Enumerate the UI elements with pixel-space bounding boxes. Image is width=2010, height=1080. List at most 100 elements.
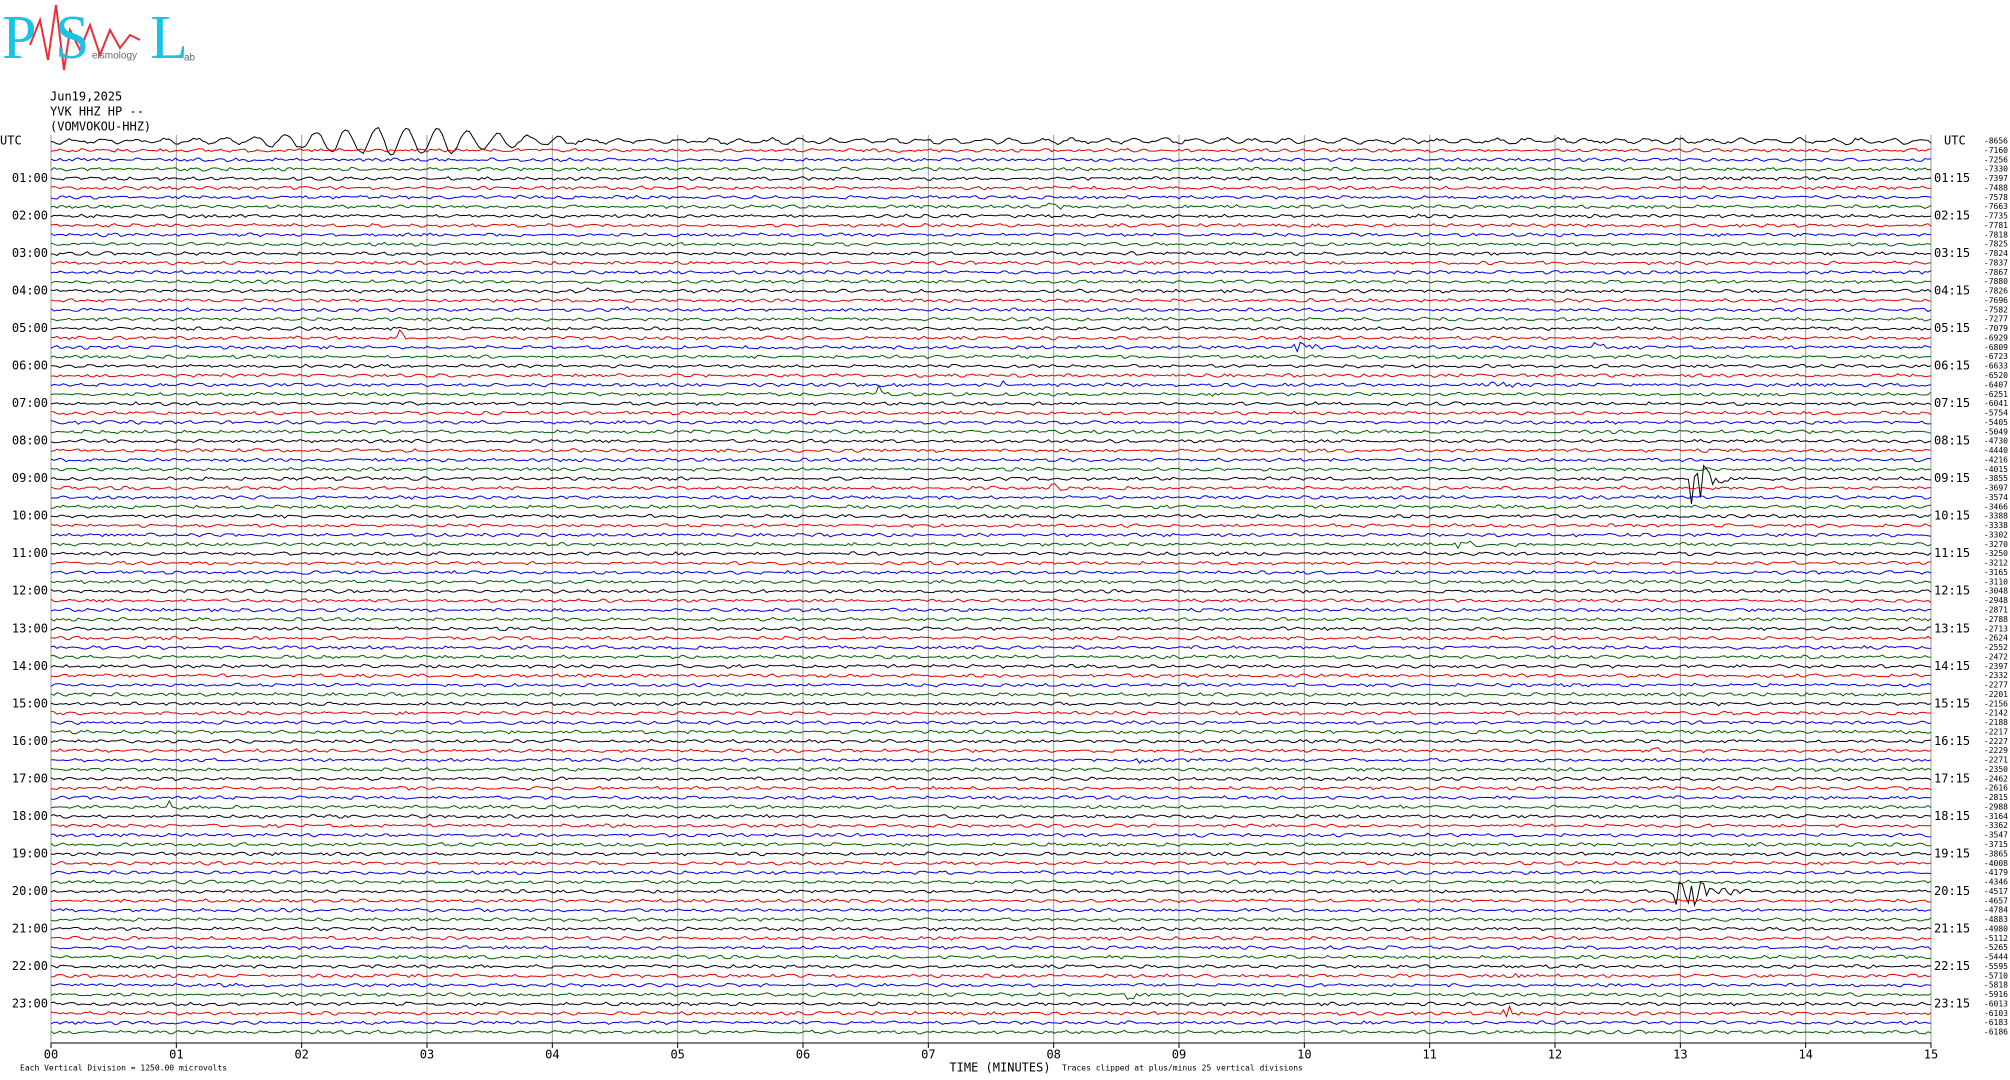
trace (50, 1004, 1932, 1018)
x-tick-label: 02 (294, 1048, 308, 1062)
row-offset: -6723 (1984, 352, 2008, 361)
trace (50, 870, 1932, 876)
trace (50, 626, 1932, 632)
row-offset: -7582 (1984, 305, 2008, 314)
trace (50, 813, 1932, 819)
row-offset: -2142 (1984, 709, 2008, 718)
trace (50, 297, 1932, 303)
left-hour-label: 14:00 (12, 659, 48, 673)
left-hour-label: 20:00 (12, 884, 48, 898)
trace (50, 691, 1932, 697)
trace (51, 363, 1932, 369)
logo-text: eismology (92, 51, 137, 62)
trace (50, 523, 1932, 528)
row-offset: -2624 (1984, 634, 2008, 643)
trace (50, 823, 1932, 829)
row-offset: -7397 (1984, 174, 2008, 183)
trace (50, 842, 1932, 848)
trace (50, 673, 1932, 679)
right-hour-label: 08:15 (1934, 434, 1970, 448)
right-hour-label: 23:15 (1934, 996, 1970, 1010)
row-offset: -4216 (1984, 455, 2008, 464)
row-offset: -3338 (1984, 521, 2008, 530)
row-offset: -2871 (1984, 606, 2008, 615)
trace (50, 316, 1932, 322)
trace (50, 757, 1932, 764)
trace (50, 279, 1932, 285)
left-hour-label: 04:00 (12, 284, 48, 298)
row-offset: -2350 (1984, 765, 2008, 774)
x-tick-label: 07 (921, 1048, 935, 1062)
trace (50, 635, 1932, 641)
trace (50, 881, 1932, 908)
row-offset: -3855 (1984, 474, 2008, 483)
trace (50, 616, 1932, 622)
row-offset: -3164 (1984, 812, 2008, 821)
left-hour-label: 09:00 (12, 471, 48, 485)
row-offset: -7837 (1984, 258, 2008, 267)
row-offset: -7578 (1984, 193, 2008, 202)
row-offset: -3250 (1984, 549, 2008, 558)
row-offset: -6929 (1984, 333, 2008, 342)
x-tick-label: 06 (796, 1048, 810, 1062)
row-offset: -3865 (1984, 849, 2008, 858)
row-offset: -6103 (1984, 1009, 2008, 1018)
trace (50, 607, 1932, 613)
trace (50, 720, 1932, 725)
logo-text: ab (184, 53, 196, 64)
trace (50, 384, 1932, 398)
trace (50, 682, 1932, 688)
row-offset: -7663 (1984, 202, 2008, 211)
x-tick-label: 01 (169, 1048, 183, 1062)
trace (50, 907, 1932, 913)
trace (50, 148, 1932, 153)
trace (50, 992, 1932, 1001)
row-offset: -2397 (1984, 662, 2008, 671)
row-offset: -6633 (1984, 362, 2008, 371)
right-hour-label: 02:15 (1934, 209, 1970, 223)
right-hour-label: 07:15 (1934, 396, 1970, 410)
row-offset: -3697 (1984, 484, 2008, 493)
row-offset: -7277 (1984, 315, 2008, 324)
x-tick-label: 05 (670, 1048, 684, 1062)
trace (50, 269, 1932, 275)
trace (50, 410, 1932, 416)
trace (50, 972, 1932, 979)
row-offset: -5444 (1984, 953, 2008, 962)
row-offset: -5754 (1984, 409, 2008, 418)
left-hour-label: 21:00 (12, 921, 48, 935)
trace (50, 917, 1932, 922)
left-hour-label: 03:00 (12, 246, 48, 260)
row-offset: -6407 (1984, 380, 2008, 389)
trace (50, 504, 1932, 510)
row-offset: -6809 (1984, 343, 2008, 352)
right-hour-label: 10:15 (1934, 509, 1970, 523)
trace (50, 373, 1932, 378)
trace (50, 785, 1932, 791)
right-hour-label: 21:15 (1934, 921, 1970, 935)
trace (50, 194, 1932, 200)
left-hour-label: 18:00 (12, 809, 48, 823)
trace (50, 954, 1932, 960)
row-offset: -6251 (1984, 390, 2008, 399)
trace (50, 926, 1932, 932)
right-hour-label: 18:15 (1934, 809, 1970, 823)
trace (50, 464, 1932, 504)
trace (50, 532, 1932, 538)
row-offset: -7330 (1984, 165, 2008, 174)
trace (50, 401, 1932, 407)
trace (50, 513, 1932, 519)
row-offset: -5405 (1984, 418, 2008, 427)
row-offset: -2217 (1984, 727, 2008, 736)
right-hour-label: 05:15 (1934, 321, 1970, 335)
trace (50, 213, 1932, 219)
row-offset: -3574 (1984, 493, 2008, 502)
right-hour-label: 13:15 (1934, 621, 1970, 635)
trace (50, 964, 1932, 969)
trace (50, 860, 1932, 866)
trace (50, 832, 1932, 838)
left-hour-label: 10:00 (12, 509, 48, 523)
trace (50, 569, 1932, 575)
row-offset: -8656 (1984, 137, 2008, 146)
